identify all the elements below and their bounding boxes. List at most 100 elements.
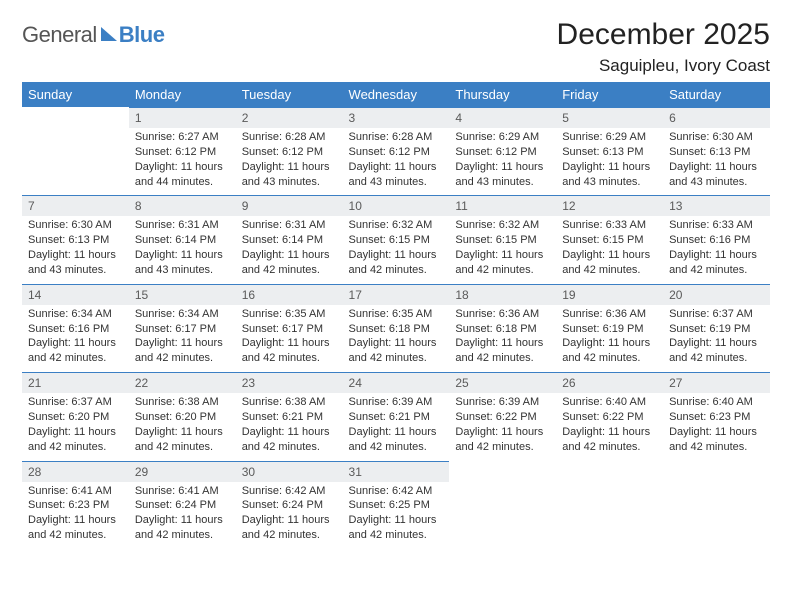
day-body: Sunrise: 6:42 AMSunset: 6:24 PMDaylight:… [236,482,343,549]
day-sunset: Sunset: 6:22 PM [455,410,550,425]
day-day2: and 42 minutes. [562,351,657,366]
day-sunrise: Sunrise: 6:37 AM [28,395,123,410]
day-day1: Daylight: 11 hours [455,160,550,175]
day-body: Sunrise: 6:29 AMSunset: 6:12 PMDaylight:… [449,128,556,195]
day-day1: Daylight: 11 hours [135,425,230,440]
day-day1: Daylight: 11 hours [562,248,657,263]
day-body: Sunrise: 6:38 AMSunset: 6:20 PMDaylight:… [129,393,236,460]
day-cell: 30Sunrise: 6:42 AMSunset: 6:24 PMDayligh… [236,461,343,549]
day-day2: and 43 minutes. [562,175,657,190]
day-sunset: Sunset: 6:24 PM [242,498,337,513]
day-day2: and 42 minutes. [242,351,337,366]
day-day1: Daylight: 11 hours [562,160,657,175]
location-label: Saguipleu, Ivory Coast [557,56,770,76]
day-day2: and 42 minutes. [349,528,444,543]
day-sunset: Sunset: 6:15 PM [455,233,550,248]
day-number: 26 [556,372,663,393]
day-day1: Daylight: 11 hours [349,425,444,440]
logo: General Blue [22,22,164,48]
day-number: 9 [236,195,343,216]
day-cell: 13Sunrise: 6:33 AMSunset: 6:16 PMDayligh… [663,195,770,283]
day-day2: and 43 minutes. [455,175,550,190]
day-cell: 16Sunrise: 6:35 AMSunset: 6:17 PMDayligh… [236,284,343,372]
day-day1: Daylight: 11 hours [669,248,764,263]
day-sunset: Sunset: 6:13 PM [28,233,123,248]
day-sunset: Sunset: 6:12 PM [349,145,444,160]
day-cell: 4Sunrise: 6:29 AMSunset: 6:12 PMDaylight… [449,107,556,195]
day-sunset: Sunset: 6:13 PM [562,145,657,160]
day-body: Sunrise: 6:32 AMSunset: 6:15 PMDaylight:… [343,216,450,283]
day-day2: and 42 minutes. [135,351,230,366]
day-cell: 3Sunrise: 6:28 AMSunset: 6:12 PMDaylight… [343,107,450,195]
day-day2: and 42 minutes. [135,528,230,543]
day-body: Sunrise: 6:31 AMSunset: 6:14 PMDaylight:… [236,216,343,283]
day-number: 5 [556,107,663,128]
day-sunrise: Sunrise: 6:32 AM [349,218,444,233]
day-day1: Daylight: 11 hours [135,513,230,528]
day-sunset: Sunset: 6:23 PM [28,498,123,513]
col-fri: Friday [556,82,663,107]
day-day1: Daylight: 11 hours [28,248,123,263]
day-body: Sunrise: 6:39 AMSunset: 6:22 PMDaylight:… [449,393,556,460]
day-sunrise: Sunrise: 6:31 AM [135,218,230,233]
day-day1: Daylight: 11 hours [562,425,657,440]
day-sunrise: Sunrise: 6:28 AM [349,130,444,145]
day-number: 27 [663,372,770,393]
day-number: 19 [556,284,663,305]
day-sunset: Sunset: 6:16 PM [28,322,123,337]
day-cell: 1Sunrise: 6:27 AMSunset: 6:12 PMDaylight… [129,107,236,195]
day-sunset: Sunset: 6:13 PM [669,145,764,160]
day-day1: Daylight: 11 hours [349,248,444,263]
day-cell [663,461,770,549]
day-number: 30 [236,461,343,482]
day-sunset: Sunset: 6:25 PM [349,498,444,513]
day-sunrise: Sunrise: 6:28 AM [242,130,337,145]
day-number: 11 [449,195,556,216]
day-sunrise: Sunrise: 6:29 AM [562,130,657,145]
day-sunset: Sunset: 6:21 PM [349,410,444,425]
day-cell: 15Sunrise: 6:34 AMSunset: 6:17 PMDayligh… [129,284,236,372]
day-number: 28 [22,461,129,482]
day-cell: 11Sunrise: 6:32 AMSunset: 6:15 PMDayligh… [449,195,556,283]
day-sunrise: Sunrise: 6:35 AM [349,307,444,322]
day-day2: and 43 minutes. [28,263,123,278]
day-number: 3 [343,107,450,128]
day-day1: Daylight: 11 hours [349,513,444,528]
day-day1: Daylight: 11 hours [349,336,444,351]
col-mon: Monday [129,82,236,107]
day-sunrise: Sunrise: 6:33 AM [562,218,657,233]
day-body: Sunrise: 6:34 AMSunset: 6:17 PMDaylight:… [129,305,236,372]
day-cell: 22Sunrise: 6:38 AMSunset: 6:20 PMDayligh… [129,372,236,460]
day-day2: and 42 minutes. [28,351,123,366]
day-cell: 18Sunrise: 6:36 AMSunset: 6:18 PMDayligh… [449,284,556,372]
day-number: 22 [129,372,236,393]
day-sunrise: Sunrise: 6:32 AM [455,218,550,233]
day-day2: and 42 minutes. [242,440,337,455]
day-day1: Daylight: 11 hours [135,160,230,175]
day-sunrise: Sunrise: 6:35 AM [242,307,337,322]
day-sunrise: Sunrise: 6:34 AM [135,307,230,322]
day-sunset: Sunset: 6:19 PM [669,322,764,337]
day-body: Sunrise: 6:35 AMSunset: 6:18 PMDaylight:… [343,305,450,372]
title-block: December 2025 Saguipleu, Ivory Coast [557,18,770,76]
day-number: 15 [129,284,236,305]
header: General Blue December 2025 Saguipleu, Iv… [22,18,770,76]
day-day2: and 42 minutes. [135,440,230,455]
day-body: Sunrise: 6:35 AMSunset: 6:17 PMDaylight:… [236,305,343,372]
day-sunrise: Sunrise: 6:27 AM [135,130,230,145]
day-day1: Daylight: 11 hours [135,336,230,351]
day-day1: Daylight: 11 hours [242,336,337,351]
col-wed: Wednesday [343,82,450,107]
day-body: Sunrise: 6:41 AMSunset: 6:23 PMDaylight:… [22,482,129,549]
day-cell: 7Sunrise: 6:30 AMSunset: 6:13 PMDaylight… [22,195,129,283]
day-body: Sunrise: 6:27 AMSunset: 6:12 PMDaylight:… [129,128,236,195]
logo-triangle-icon [101,27,117,41]
day-number: 25 [449,372,556,393]
day-cell: 8Sunrise: 6:31 AMSunset: 6:14 PMDaylight… [129,195,236,283]
day-sunset: Sunset: 6:20 PM [135,410,230,425]
day-day2: and 42 minutes. [28,528,123,543]
day-body: Sunrise: 6:41 AMSunset: 6:24 PMDaylight:… [129,482,236,549]
day-body: Sunrise: 6:40 AMSunset: 6:22 PMDaylight:… [556,393,663,460]
day-sunrise: Sunrise: 6:36 AM [455,307,550,322]
day-body: Sunrise: 6:37 AMSunset: 6:20 PMDaylight:… [22,393,129,460]
